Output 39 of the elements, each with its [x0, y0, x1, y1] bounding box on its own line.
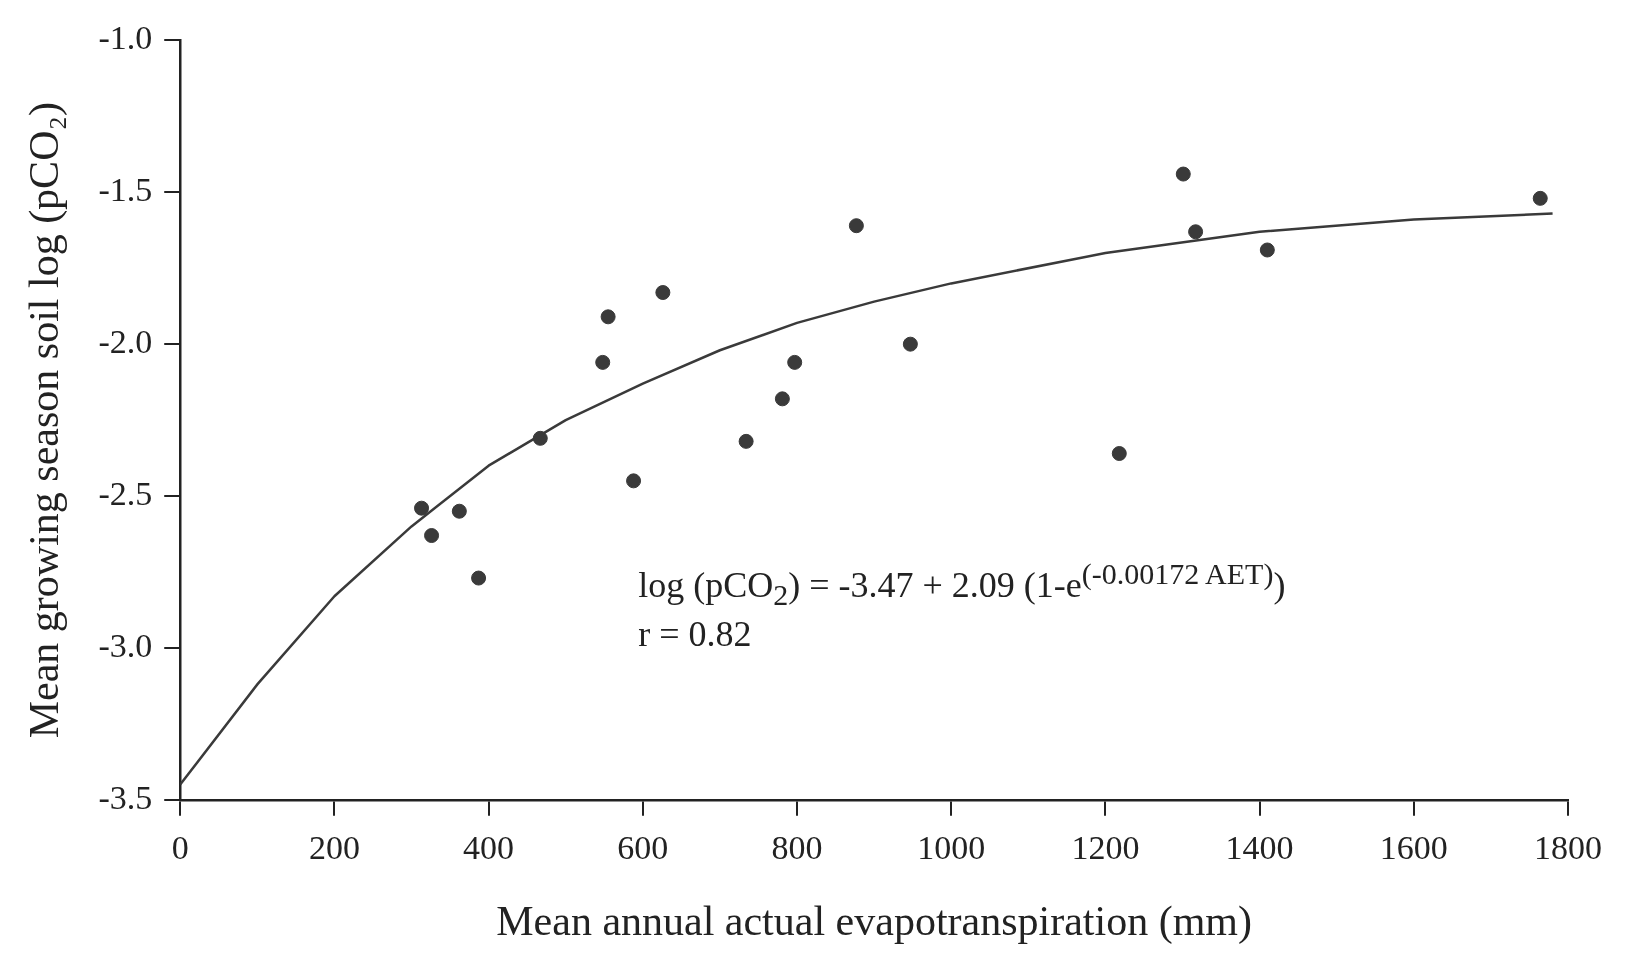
point — [1259, 242, 1275, 258]
x-tick-label: 0 — [171, 829, 189, 867]
point — [626, 473, 642, 489]
x-tick-label: 1600 — [1379, 829, 1448, 867]
annotation: log (pCO$_{2}$) = -3.47 + 2.09 (1-e$^{(-0.00172 AET)}$) — [638, 556, 1286, 612]
y-axis-title: Mean growing season soil log (pCO₂) — [21, 101, 69, 739]
point — [532, 430, 548, 446]
x-tick-label: 1800 — [1534, 829, 1602, 867]
point — [471, 570, 487, 586]
x-axis-title: Mean annual actual evapotranspiration (mm) — [496, 897, 1252, 945]
x-tick-label: 600 — [617, 829, 669, 867]
x-tick-label: 1400 — [1225, 829, 1294, 867]
x-tick-label: 800 — [771, 829, 823, 867]
y-tick-label: -1.5 — [98, 171, 153, 209]
x-tick-label: 1200 — [1071, 829, 1140, 867]
point — [655, 285, 671, 301]
x-tick-label: 1000 — [917, 829, 986, 867]
point — [848, 218, 864, 234]
x-tick-label: 200 — [308, 829, 360, 867]
point — [787, 354, 803, 370]
point — [414, 500, 430, 516]
x-tick-label: 400 — [463, 829, 515, 867]
point — [451, 503, 467, 519]
annotation: r = 0.82 — [638, 612, 752, 655]
point — [1175, 166, 1191, 182]
point — [902, 336, 918, 352]
point — [424, 528, 440, 544]
y-tick-label: -3.5 — [98, 778, 153, 816]
point — [774, 391, 790, 407]
point — [595, 354, 611, 370]
point — [1188, 224, 1204, 240]
y-tick-label: -3.0 — [98, 626, 153, 664]
y-tick-label: -2.5 — [98, 474, 153, 512]
point — [738, 433, 754, 449]
y-tick-label: -2.0 — [98, 323, 153, 361]
point — [1532, 190, 1548, 206]
point — [1111, 446, 1127, 462]
y-tick-label: -1.0 — [98, 19, 153, 57]
point — [600, 309, 616, 325]
